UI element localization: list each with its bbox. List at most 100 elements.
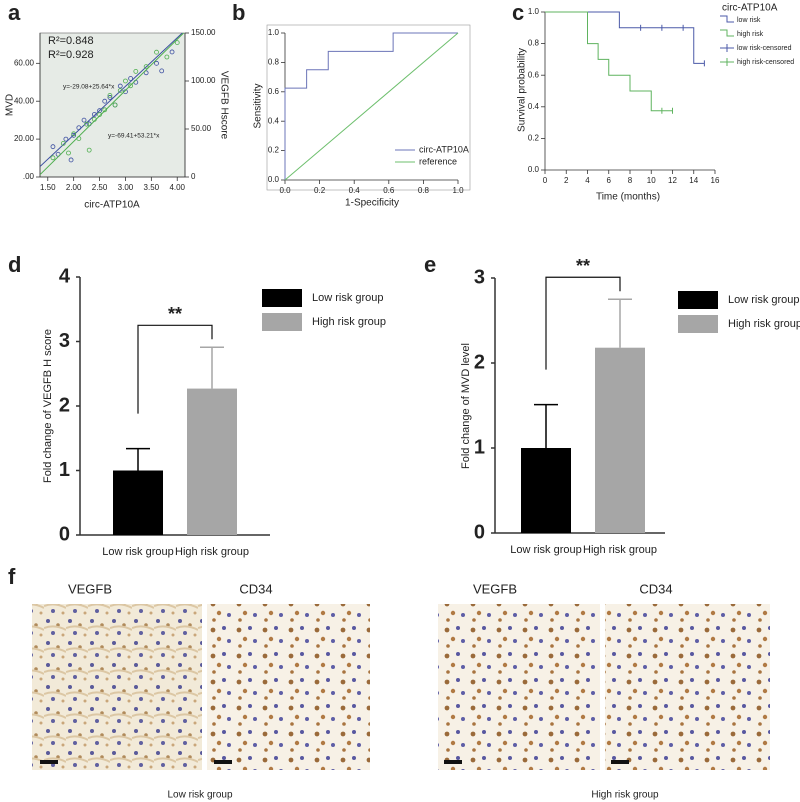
scale-bar xyxy=(611,760,629,764)
survival-curve xyxy=(545,11,673,112)
x-tick-label: 10 xyxy=(647,176,656,185)
legend-swatch xyxy=(262,289,302,307)
y2-tick-label: 150.00 xyxy=(191,28,216,37)
x-tick-label: 4.00 xyxy=(169,183,185,192)
scatter-point xyxy=(102,107,108,113)
panel-label: d xyxy=(8,252,21,277)
legend-label: low risk-censored xyxy=(737,45,792,52)
scatter-point xyxy=(102,98,108,104)
legend-label: high risk xyxy=(737,31,764,38)
y-tick-label: .00 xyxy=(23,172,35,181)
x-tick-label: 12 xyxy=(668,176,677,185)
panel-label: e xyxy=(424,252,436,277)
y-tick-label: 2 xyxy=(474,351,485,373)
scale-bar xyxy=(40,760,58,764)
y-tick-label: 0 xyxy=(474,521,485,543)
chart: 0.0 0.2 0.4 0.6 0.8 1.0 0 2 4 6 8 10 12 14 16 Time (mon… xyxy=(517,3,795,203)
group-label: Low risk group xyxy=(167,790,232,801)
chart: 0.0 0.2 0.4 0.6 0.8 1.0 0.0 0.2 0.4 0.6 0.8 1.0 1-Sp… xyxy=(253,24,471,209)
x-tick-label: 2 xyxy=(564,176,569,185)
significance-label: ** xyxy=(576,256,590,276)
legend-swatch xyxy=(262,313,302,331)
scatter-point xyxy=(50,155,56,161)
x-tick-label: 2.00 xyxy=(66,183,82,192)
scatter-point xyxy=(117,83,123,89)
curve xyxy=(284,32,458,180)
y2-axis-title: VEGFB Hscore xyxy=(218,71,229,140)
bar xyxy=(187,388,237,535)
y-tick-label: 2 xyxy=(59,394,70,416)
chart: 0 1 2 3 4 Fold change of VEGFB H score Low ris… xyxy=(42,265,386,558)
x-tick-label: 3.00 xyxy=(118,183,134,192)
scale-bar xyxy=(214,760,232,764)
y-tick-label: 3 xyxy=(59,330,70,352)
y-axis-title: Fold change of MVD level xyxy=(460,343,472,469)
y-tick-label: 0.0 xyxy=(528,165,540,174)
error-bar xyxy=(200,346,224,389)
scatter-point xyxy=(128,83,134,89)
x-tick-label: 0.0 xyxy=(279,186,291,195)
y-tick-label: 0.8 xyxy=(528,39,540,48)
y-tick-label: 1 xyxy=(474,436,485,458)
x-tick-label: 0.2 xyxy=(314,186,326,195)
legend-swatch xyxy=(720,29,734,37)
micrograph xyxy=(32,604,202,770)
micrograph xyxy=(605,604,770,770)
panel-label: a xyxy=(8,0,21,25)
chart: 0 1 2 3 Fold change of MVD level Low risk gro… xyxy=(460,256,800,556)
x-tick-label: 0.4 xyxy=(349,186,361,195)
scatter-point xyxy=(66,150,71,156)
y-axis-title: Survival probability xyxy=(517,48,528,132)
legend-label: low risk xyxy=(737,17,761,24)
y-tick-label: 20.00 xyxy=(14,134,35,143)
legend-swatch xyxy=(720,15,734,23)
scatter-point xyxy=(63,136,69,142)
x-tick-label: 4 xyxy=(585,176,590,185)
scatter-point xyxy=(84,121,90,127)
scatter-point xyxy=(68,157,74,163)
y-tick-label: 0.6 xyxy=(268,87,280,96)
scatter-point xyxy=(117,88,123,93)
x-tick-label: 0 xyxy=(543,176,548,185)
scatter-point xyxy=(143,64,149,69)
y-tick-label: 0.8 xyxy=(268,58,280,67)
stain-label: VEGFB xyxy=(473,581,517,596)
significance-bracket xyxy=(545,276,621,370)
legend-label: high risk-censored xyxy=(737,59,794,66)
scatter-point xyxy=(128,76,134,81)
bar xyxy=(113,470,163,535)
x-axis-title: 1-Specificity xyxy=(345,198,399,209)
x-axis-title: Time (months) xyxy=(596,192,660,203)
panel-label: c xyxy=(512,0,524,25)
y-tick-label: 0.2 xyxy=(268,146,280,155)
x-tick-label: High risk group xyxy=(583,544,657,556)
y-axis-title: Fold change of VEGFB H score xyxy=(42,329,54,483)
scatter-point xyxy=(123,78,128,84)
y-tick-label: 0.6 xyxy=(528,70,540,79)
y-tick-label: 1.0 xyxy=(528,7,540,16)
fit-line xyxy=(40,33,184,167)
legend-title: circ-ATP10A xyxy=(722,3,778,14)
legend-label: High risk group xyxy=(728,318,800,330)
scatter-point xyxy=(169,49,175,55)
legend-label: circ-ATP10A xyxy=(419,144,469,154)
scatter-point xyxy=(107,95,113,100)
scatter-point xyxy=(71,132,77,138)
y-tick-label: 0.2 xyxy=(528,134,540,143)
legend-swatch xyxy=(678,291,718,309)
r-squared: R²=0.848 xyxy=(48,35,94,47)
scale-bar xyxy=(444,760,462,764)
stain-label: CD34 xyxy=(239,581,272,596)
legend-swatch xyxy=(720,44,734,52)
fit-equation: y=-69.41+53.21*x xyxy=(108,133,160,140)
bar xyxy=(521,448,571,533)
legend-label: Low risk group xyxy=(728,294,800,306)
micrograph xyxy=(207,604,370,770)
fit-line xyxy=(40,33,185,176)
scatter-point xyxy=(159,68,165,74)
error-bar xyxy=(126,447,150,471)
scatter-point xyxy=(154,60,159,66)
error-bar xyxy=(608,298,632,348)
legend-swatch xyxy=(720,58,734,66)
scatter-point xyxy=(154,49,159,55)
